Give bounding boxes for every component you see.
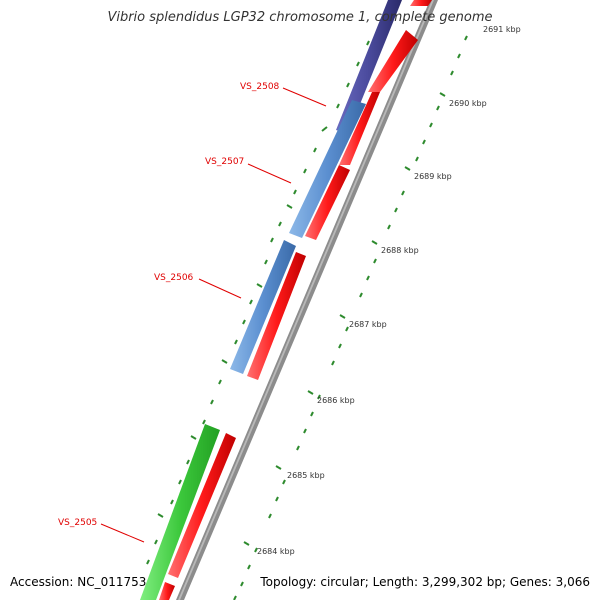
tick-label: 2686 kbp — [317, 396, 355, 405]
tick-label: 2687 kbp — [349, 320, 387, 329]
gene-leader-line — [282, 87, 327, 107]
gene-track — [140, 0, 402, 600]
outer-tick-track — [233, 35, 468, 600]
cds-bar — [168, 433, 236, 578]
map-title: Vibrio splendidus LGP32 chromosome 1, co… — [107, 10, 493, 25]
gene-label: VS_2505 — [58, 518, 97, 528]
gene-leader-line — [247, 163, 292, 184]
gene-label: VS_2506 — [154, 273, 194, 283]
backbone-highlight — [178, 0, 434, 600]
gene-label: VS_2507 — [205, 157, 244, 167]
cds-bar — [159, 582, 175, 600]
cds-bar — [305, 165, 350, 240]
tick-label: 2684 kbp — [257, 547, 295, 556]
gene-leader-line — [198, 278, 242, 299]
gene-bar-green — [140, 424, 220, 600]
summary-text: Topology: circular; Length: 3,299,302 bp… — [260, 575, 590, 589]
tick-label: 2688 kbp — [381, 246, 419, 255]
gene-bar-blue — [230, 240, 296, 374]
accession-text: Accession: NC_011753 — [10, 575, 147, 589]
cds-bar — [339, 92, 380, 165]
gene-leader-line — [100, 523, 145, 543]
cds-bar — [410, 0, 432, 6]
tick-label: 2685 kbp — [287, 471, 325, 480]
tick-labels: 2691 kbp 2690 kbp 2689 kbp 2688 kbp 2687… — [257, 25, 521, 556]
gene-label: VS_2508 — [240, 82, 280, 92]
inner-tick-track — [146, 40, 370, 565]
gene-bar-blue — [289, 100, 366, 238]
cds-bar — [368, 30, 418, 92]
cds-bar — [247, 252, 306, 380]
gene-labels: VS_2508 VS_2507 VS_2506 VS_2505 — [58, 82, 327, 543]
forward-cds-track — [159, 0, 432, 600]
tick-label: 2690 kbp — [449, 99, 487, 108]
tick-label: 2689 kbp — [414, 172, 452, 181]
tick-label: 2691 kbp — [483, 25, 521, 34]
